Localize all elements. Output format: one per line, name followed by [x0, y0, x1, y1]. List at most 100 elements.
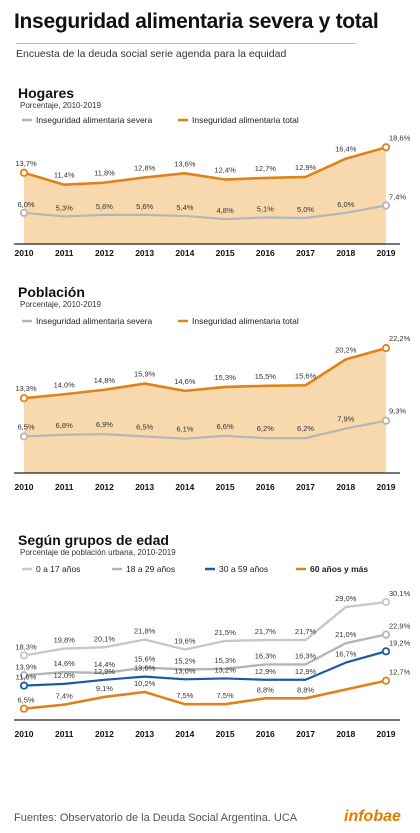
- data-label: 30,1%: [389, 589, 411, 598]
- series-point: [383, 648, 389, 654]
- data-label: 6,5%: [17, 696, 34, 705]
- data-label: 5,6%: [96, 202, 113, 211]
- series-point: [383, 599, 389, 605]
- x-tick-label: 2013: [135, 248, 154, 258]
- data-label: 15,2%: [174, 656, 196, 665]
- x-tick-label: 2019: [377, 248, 396, 258]
- series-point: [21, 210, 27, 216]
- data-label: 13,2%: [214, 665, 236, 674]
- data-label: 5,6%: [136, 202, 153, 211]
- data-label: 11,4%: [54, 171, 75, 180]
- data-label: 21,7%: [255, 627, 277, 636]
- x-tick-label: 2017: [296, 248, 315, 258]
- data-label: 18,6%: [389, 133, 411, 142]
- data-label: 11,8%: [94, 169, 115, 178]
- data-label: 12,7%: [255, 164, 277, 173]
- data-label: 11,6%: [16, 673, 37, 682]
- x-tick-label: 2017: [296, 482, 315, 492]
- x-tick-label: 2019: [377, 482, 396, 492]
- data-label: 15,6%: [134, 655, 156, 664]
- chart-subtitle: Porcentaje, 2010-2019: [20, 300, 102, 309]
- x-tick-label: 2014: [175, 729, 194, 739]
- x-tick-label: 2016: [256, 729, 275, 739]
- data-label: 12,9%: [255, 667, 277, 676]
- data-label: 15,3%: [214, 373, 236, 382]
- x-tick-label: 2013: [135, 482, 154, 492]
- data-label: 16,7%: [335, 650, 357, 659]
- data-label: 12,9%: [295, 667, 317, 676]
- legend-label: Inseguridad alimentaria total: [192, 115, 299, 125]
- data-label: 9,3%: [389, 407, 406, 416]
- series-point: [21, 652, 27, 658]
- series-line: [24, 602, 386, 655]
- data-label: 7,5%: [176, 691, 193, 700]
- data-label: 10,2%: [134, 679, 156, 688]
- chart-subtitle: Porcentaje de población urbana, 2010-201…: [20, 548, 176, 557]
- data-label: 13,6%: [134, 664, 156, 673]
- x-tick-label: 2015: [216, 729, 235, 739]
- x-tick-label: 2018: [336, 482, 355, 492]
- series-point: [383, 202, 389, 208]
- data-label: 6,5%: [17, 422, 34, 431]
- series-point: [21, 170, 27, 176]
- x-tick-label: 2019: [377, 729, 396, 739]
- data-label: 16,3%: [295, 651, 317, 660]
- x-tick-label: 2018: [336, 248, 355, 258]
- data-label: 15,3%: [214, 656, 236, 665]
- data-label: 12,0%: [54, 671, 76, 680]
- data-label: 6,0%: [17, 200, 34, 209]
- series-point: [383, 417, 389, 423]
- data-label: 12,9%: [94, 667, 116, 676]
- data-label: 5,3%: [56, 203, 73, 212]
- data-label: 13,6%: [174, 159, 196, 168]
- series-point: [383, 677, 389, 683]
- x-tick-label: 2013: [135, 729, 154, 739]
- data-label: 13,7%: [15, 159, 37, 168]
- data-label: 5,0%: [297, 205, 314, 214]
- x-tick-label: 2017: [296, 729, 315, 739]
- data-label: 21,0%: [335, 630, 357, 639]
- data-label: 22,9%: [389, 622, 411, 631]
- data-label: 13,0%: [174, 666, 196, 675]
- data-label: 16,3%: [255, 651, 277, 660]
- legend-label: 30 a 59 años: [219, 564, 268, 574]
- data-label: 6,8%: [56, 421, 73, 430]
- data-label: 7,4%: [56, 692, 73, 701]
- area-fill: [24, 147, 386, 244]
- data-label: 20,2%: [335, 345, 357, 354]
- data-label: 21,5%: [214, 628, 236, 637]
- data-label: 19,8%: [54, 636, 76, 645]
- data-label: 19,6%: [174, 637, 196, 646]
- data-label: 6,9%: [96, 420, 113, 429]
- data-label: 4,8%: [217, 206, 234, 215]
- x-tick-label: 2012: [95, 729, 114, 739]
- data-label: 6,1%: [176, 425, 193, 434]
- x-tick-label: 2015: [216, 248, 235, 258]
- chart-title: Hogares: [18, 85, 74, 101]
- data-label: 13,3%: [15, 384, 37, 393]
- x-tick-label: 2014: [175, 482, 194, 492]
- series-point: [383, 144, 389, 150]
- data-label: 14,6%: [174, 377, 196, 386]
- data-label: 12,9%: [295, 163, 317, 172]
- chart-subtitle: Porcentaje, 2010-2019: [20, 101, 102, 110]
- chart-title: Según grupos de edad: [18, 532, 169, 548]
- data-label: 9,1%: [96, 684, 113, 693]
- series-point: [21, 433, 27, 439]
- data-label: 5,1%: [257, 204, 274, 213]
- data-label: 7,4%: [389, 193, 406, 202]
- x-tick-label: 2018: [336, 729, 355, 739]
- series-point: [383, 631, 389, 637]
- x-tick-label: 2016: [256, 482, 275, 492]
- series-point: [383, 345, 389, 351]
- data-label: 18,3%: [15, 642, 37, 651]
- x-tick-label: 2012: [95, 248, 114, 258]
- data-label: 12,7%: [389, 668, 411, 677]
- data-label: 22,2%: [389, 334, 411, 343]
- x-tick-label: 2010: [15, 482, 34, 492]
- data-label: 15,6%: [295, 371, 317, 380]
- data-label: 20,1%: [94, 634, 116, 643]
- x-tick-label: 2012: [95, 482, 114, 492]
- data-label: 14,0%: [54, 380, 76, 389]
